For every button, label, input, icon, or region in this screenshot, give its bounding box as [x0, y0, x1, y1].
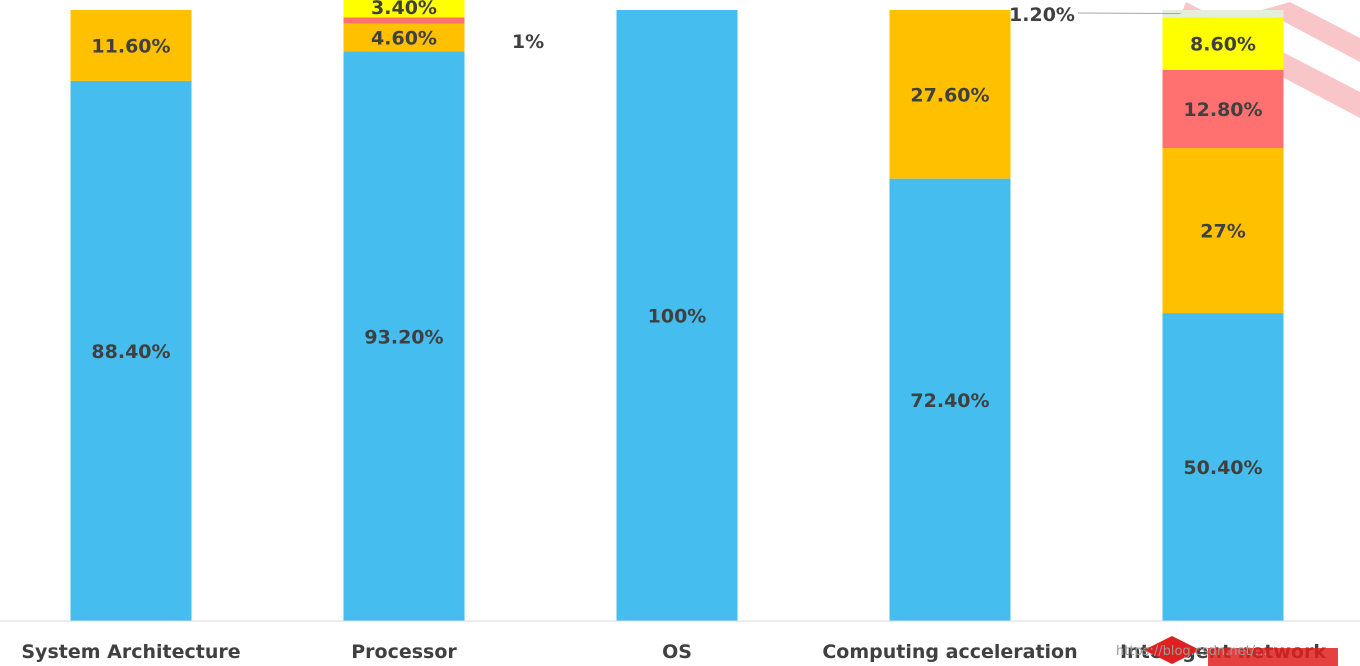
- data-label: 27%: [1200, 221, 1245, 243]
- bar-segment: [616, 10, 738, 621]
- data-label: 72.40%: [910, 390, 989, 412]
- bar-segment: [1162, 148, 1284, 314]
- category-label: Computing acceleration: [822, 641, 1077, 663]
- data-label: 8.60%: [1190, 34, 1256, 56]
- data-label: 1.20%: [1009, 4, 1075, 26]
- bar-segment: [343, 51, 465, 622]
- bar-segment: [343, 23, 465, 52]
- bar-segment: [70, 10, 192, 81]
- data-label: 88.40%: [91, 341, 170, 363]
- watermark-url: https://blog.csdn.net/...: [1116, 644, 1267, 659]
- bar-segment: [1162, 313, 1284, 621]
- bar-segment: [889, 178, 1011, 622]
- data-label: 12.80%: [1183, 99, 1262, 121]
- bar-segment: [1162, 17, 1284, 70]
- data-label: 93.20%: [364, 326, 443, 348]
- category-label: System Architecture: [21, 641, 240, 663]
- category-label: Processor: [351, 641, 457, 663]
- bar-segment: [1162, 69, 1284, 149]
- data-label: 27.60%: [910, 84, 989, 106]
- data-label: 11.60%: [91, 35, 170, 57]
- data-label: 4.60%: [371, 27, 437, 49]
- data-label: 3.40%: [371, 0, 437, 19]
- bar-segment: [70, 80, 192, 622]
- data-label: 50.40%: [1183, 457, 1262, 479]
- watermark-stamp: [1144, 636, 1338, 666]
- data-label: 100%: [648, 306, 707, 328]
- category-label: OS: [662, 641, 692, 663]
- bar-segment: [1162, 10, 1284, 18]
- bar-segment: [343, 0, 465, 18]
- bar-segment: [889, 10, 1011, 179]
- bar-segment: [343, 17, 465, 24]
- data-label: 1%: [512, 31, 544, 53]
- leader-line: [1077, 12, 1181, 15]
